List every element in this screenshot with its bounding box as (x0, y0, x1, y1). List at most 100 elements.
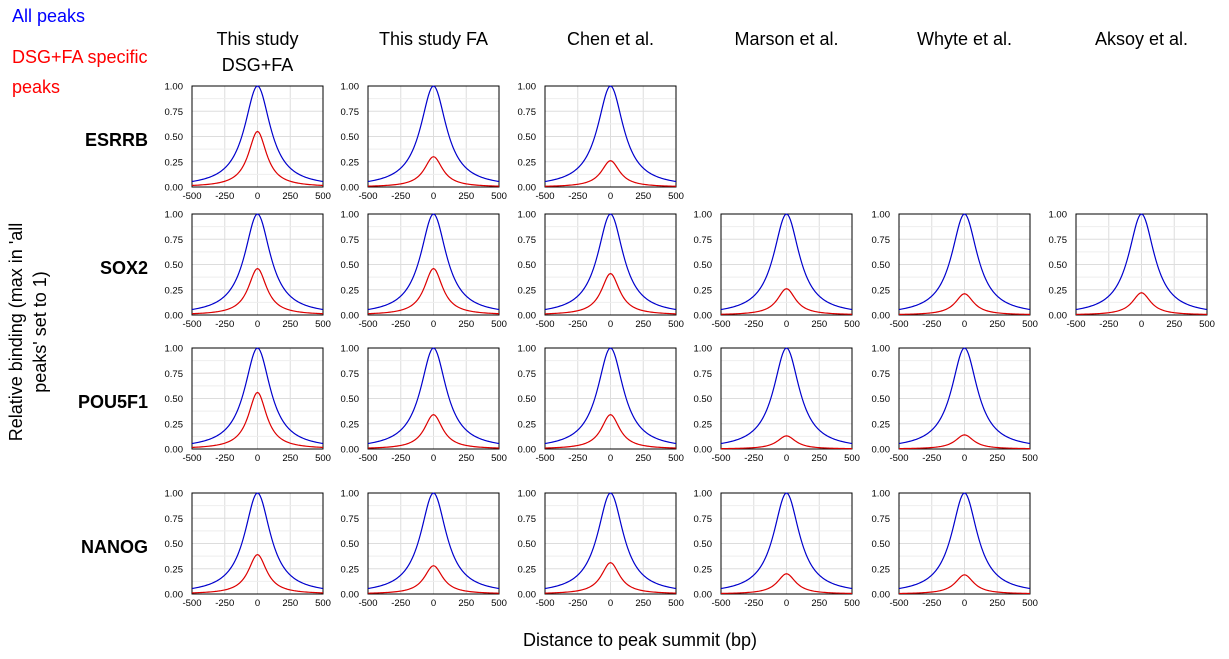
x-tick-label: 500 (1022, 319, 1038, 330)
y-tick-label: 1.00 (518, 489, 537, 500)
x-tick-label: 0 (608, 319, 613, 330)
y-tick-label: 0.25 (165, 285, 184, 296)
x-tick-label: 250 (635, 191, 651, 202)
panel: -500 -250 0 250 500 0.00 0.25 0.50 0.75 1.00 (694, 489, 860, 610)
x-tick-label: 250 (1166, 319, 1182, 330)
column-title: Marson et al. (734, 29, 839, 49)
y-tick-label: 0.00 (341, 183, 360, 194)
x-tick-label: -500 (182, 453, 201, 464)
y-tick-label: 0.00 (518, 183, 537, 194)
x-tick-label: -250 (922, 598, 941, 609)
y-tick-label: 0.00 (872, 590, 891, 601)
x-tick-label: -500 (358, 598, 377, 609)
y-tick-label: 0.50 (694, 394, 713, 405)
x-tick-label: 250 (635, 598, 651, 609)
y-tick-label: 1.00 (1049, 210, 1068, 221)
y-tick-label: 0.00 (872, 445, 891, 456)
panel: -500 -250 0 250 500 0.00 0.25 0.50 0.75 1.00 (1049, 210, 1215, 331)
x-tick-label: 500 (315, 453, 331, 464)
y-tick-label: 0.00 (694, 590, 713, 601)
specific-peaks-line (544, 160, 677, 187)
y-tick-label: 0.00 (872, 311, 891, 322)
y-tick-label: 0.75 (341, 369, 360, 380)
x-tick-label: 500 (668, 453, 684, 464)
y-tick-label: 1.00 (165, 210, 184, 221)
y-tick-label: 0.50 (341, 394, 360, 405)
y-tick-label: 0.00 (165, 311, 184, 322)
panel: -500 -250 0 250 500 0.00 0.25 0.50 0.75 1.00 (341, 344, 507, 465)
x-tick-label: 500 (491, 191, 507, 202)
y-tick-label: 0.50 (518, 394, 537, 405)
y-tick-label: 0.00 (518, 311, 537, 322)
x-tick-label: -250 (568, 453, 587, 464)
specific-peaks-line (1075, 292, 1208, 315)
y-tick-label: 0.75 (872, 514, 891, 525)
y-tick-label: 0.00 (1049, 311, 1068, 322)
all-peaks-line (544, 347, 677, 445)
all-peaks-line (898, 492, 1031, 590)
y-tick-label: 1.00 (165, 82, 184, 93)
specific-peaks-line (367, 267, 500, 315)
y-tick-label: 0.75 (165, 235, 184, 246)
x-tick-label: 500 (315, 319, 331, 330)
x-tick-label: -500 (889, 598, 908, 609)
x-tick-label: -500 (535, 191, 554, 202)
x-tick-label: 500 (491, 598, 507, 609)
specific-peaks-line (191, 553, 324, 594)
x-tick-label: 0 (962, 453, 967, 464)
x-tick-label: 250 (989, 319, 1005, 330)
column-title: This study DSG+FA (216, 29, 299, 75)
all-peaks-line (191, 347, 324, 445)
column-title: This study FA (378, 29, 489, 49)
x-tick-label: -250 (568, 598, 587, 609)
y-tick-label: 0.25 (165, 157, 184, 168)
y-tick-label: 0.25 (341, 157, 360, 168)
x-tick-label: 250 (458, 191, 474, 202)
x-tick-label: -500 (358, 319, 377, 330)
x-tick-label: 500 (668, 598, 684, 609)
x-tick-label: 500 (1022, 453, 1038, 464)
y-tick-label: 0.50 (1049, 260, 1068, 271)
x-tick-label: -250 (215, 319, 234, 330)
x-tick-label: -250 (922, 453, 941, 464)
y-tick-label: 0.50 (341, 132, 360, 143)
y-tick-label: 0.25 (872, 564, 891, 575)
panel: -500 -250 0 250 500 0.00 0.25 0.50 0.75 1.00 (518, 344, 684, 465)
y-tick-label: 0.00 (694, 311, 713, 322)
x-tick-label: 0 (962, 598, 967, 609)
specific-peaks-line (720, 435, 853, 450)
x-tick-label: -500 (711, 453, 730, 464)
x-tick-label: -500 (182, 598, 201, 609)
panel: -500 -250 0 250 500 0.00 0.25 0.50 0.75 1.00 (518, 489, 684, 610)
x-tick-label: 250 (458, 453, 474, 464)
y-tick-label: 0.50 (872, 394, 891, 405)
y-tick-label: 0.25 (165, 419, 184, 430)
all-peaks-line (720, 347, 853, 445)
row-label: ESRRB (84, 130, 148, 150)
specific-peaks-line (191, 391, 324, 449)
specific-peaks-line (367, 156, 500, 187)
x-tick-label: -500 (535, 453, 554, 464)
y-tick-label: 0.50 (341, 539, 360, 550)
y-tick-label: 0.75 (165, 514, 184, 525)
x-tick-label: 250 (811, 598, 827, 609)
x-tick-label: 0 (962, 319, 967, 330)
y-tick-label: 0.50 (165, 260, 184, 271)
y-tick-label: 0.75 (165, 369, 184, 380)
x-tick-label: -250 (215, 191, 234, 202)
x-tick-label: 0 (431, 598, 436, 609)
panel: -500 -250 0 250 500 0.00 0.25 0.50 0.75 1.00 (341, 82, 507, 203)
x-tick-label: -250 (1099, 319, 1118, 330)
column-title: Chen et al. (566, 29, 655, 49)
panel: -500 -250 0 250 500 0.00 0.25 0.50 0.75 1.00 (341, 489, 507, 610)
x-tick-label: 500 (668, 319, 684, 330)
all-peaks-line (367, 492, 500, 590)
x-tick-label: -250 (568, 319, 587, 330)
all-peaks-line (191, 85, 324, 183)
x-tick-label: 250 (811, 453, 827, 464)
x-tick-label: 500 (844, 598, 860, 609)
x-tick-label: -500 (1066, 319, 1085, 330)
all-peaks-line (191, 492, 324, 590)
y-tick-label: 0.75 (518, 235, 537, 246)
y-tick-label: 1.00 (872, 489, 891, 500)
